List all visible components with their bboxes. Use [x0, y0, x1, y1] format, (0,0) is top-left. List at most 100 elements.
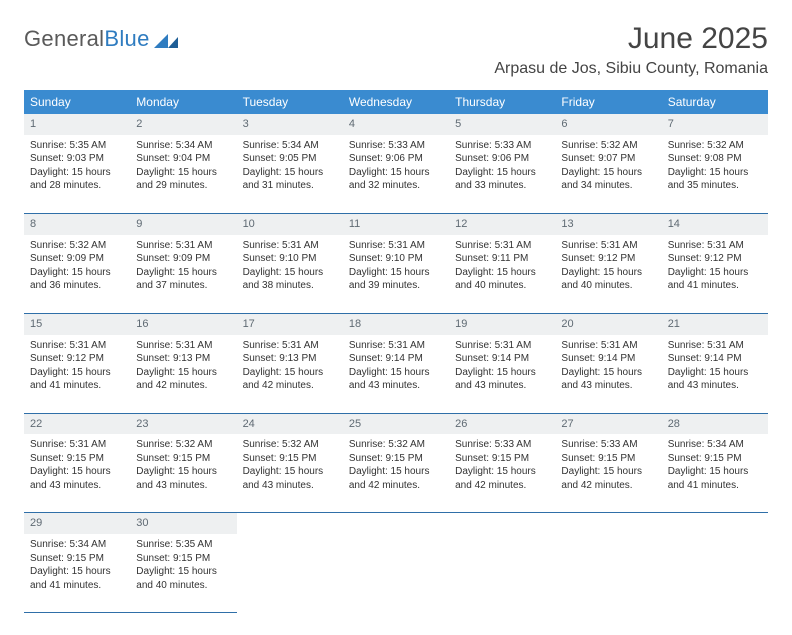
calendar-day-cell: 11Sunrise: 5:31 AMSunset: 9:10 PMDayligh… — [343, 213, 449, 313]
daylight-line: Daylight: 15 hours and 42 minutes. — [349, 465, 443, 492]
sunset-line: Sunset: 9:14 PM — [349, 352, 443, 366]
calendar-day-cell: 21Sunrise: 5:31 AMSunset: 9:14 PMDayligh… — [662, 313, 768, 413]
calendar-day-cell: 12Sunrise: 5:31 AMSunset: 9:11 PMDayligh… — [449, 213, 555, 313]
day-cell-body: Sunrise: 5:35 AMSunset: 9:03 PMDaylight:… — [24, 135, 130, 213]
day-cell-body: Sunrise: 5:31 AMSunset: 9:12 PMDaylight:… — [24, 335, 130, 413]
calendar-week-row: 15Sunrise: 5:31 AMSunset: 9:12 PMDayligh… — [24, 313, 768, 413]
sunset-line: Sunset: 9:12 PM — [30, 352, 124, 366]
day-number: 23 — [130, 414, 236, 435]
sunset-line: Sunset: 9:14 PM — [668, 352, 762, 366]
calendar-day-cell — [555, 513, 661, 613]
day-cell-body: Sunrise: 5:31 AMSunset: 9:15 PMDaylight:… — [24, 434, 130, 512]
day-number: 25 — [343, 414, 449, 435]
day-number: 21 — [662, 314, 768, 335]
calendar-day-cell: 2Sunrise: 5:34 AMSunset: 9:04 PMDaylight… — [130, 114, 236, 213]
calendar-day-cell — [237, 513, 343, 613]
sunset-line: Sunset: 9:15 PM — [668, 452, 762, 466]
weekday-header: Wednesday — [343, 90, 449, 114]
daylight-line: Daylight: 15 hours and 33 minutes. — [455, 166, 549, 193]
day-cell-body: Sunrise: 5:31 AMSunset: 9:10 PMDaylight:… — [343, 235, 449, 313]
sunrise-line: Sunrise: 5:34 AM — [243, 139, 337, 153]
weekday-header: Sunday — [24, 90, 130, 114]
weekday-header: Monday — [130, 90, 236, 114]
sunset-line: Sunset: 9:10 PM — [243, 252, 337, 266]
calendar-day-cell: 18Sunrise: 5:31 AMSunset: 9:14 PMDayligh… — [343, 313, 449, 413]
calendar-table: SundayMondayTuesdayWednesdayThursdayFrid… — [24, 90, 768, 613]
day-number: 8 — [24, 214, 130, 235]
sunrise-line: Sunrise: 5:34 AM — [30, 538, 124, 552]
daylight-line: Daylight: 15 hours and 40 minutes. — [561, 266, 655, 293]
calendar-week-row: 29Sunrise: 5:34 AMSunset: 9:15 PMDayligh… — [24, 513, 768, 613]
calendar-page: GeneralBlue June 2025 Arpasu de Jos, Sib… — [0, 0, 792, 635]
sunset-line: Sunset: 9:15 PM — [136, 552, 230, 566]
daylight-line: Daylight: 15 hours and 41 minutes. — [30, 565, 124, 592]
calendar-day-cell: 20Sunrise: 5:31 AMSunset: 9:14 PMDayligh… — [555, 313, 661, 413]
day-cell-body: Sunrise: 5:31 AMSunset: 9:09 PMDaylight:… — [130, 235, 236, 313]
sunset-line: Sunset: 9:05 PM — [243, 152, 337, 166]
location-line: Arpasu de Jos, Sibiu County, Romania — [494, 60, 768, 78]
day-cell-body: Sunrise: 5:31 AMSunset: 9:11 PMDaylight:… — [449, 235, 555, 313]
daylight-line: Daylight: 15 hours and 31 minutes. — [243, 166, 337, 193]
day-cell-body: Sunrise: 5:33 AMSunset: 9:15 PMDaylight:… — [449, 434, 555, 512]
day-cell-body: Sunrise: 5:31 AMSunset: 9:13 PMDaylight:… — [237, 335, 343, 413]
daylight-line: Daylight: 15 hours and 29 minutes. — [136, 166, 230, 193]
day-number: 3 — [237, 114, 343, 135]
sunset-line: Sunset: 9:15 PM — [561, 452, 655, 466]
day-cell-body: Sunrise: 5:33 AMSunset: 9:06 PMDaylight:… — [343, 135, 449, 213]
daylight-line: Daylight: 15 hours and 32 minutes. — [349, 166, 443, 193]
calendar-body: 1Sunrise: 5:35 AMSunset: 9:03 PMDaylight… — [24, 114, 768, 613]
day-cell-body: Sunrise: 5:34 AMSunset: 9:05 PMDaylight:… — [237, 135, 343, 213]
sunrise-line: Sunrise: 5:31 AM — [136, 239, 230, 253]
day-cell-body: Sunrise: 5:32 AMSunset: 9:15 PMDaylight:… — [130, 434, 236, 512]
sunrise-line: Sunrise: 5:31 AM — [243, 339, 337, 353]
day-number: 13 — [555, 214, 661, 235]
day-cell-body: Sunrise: 5:33 AMSunset: 9:15 PMDaylight:… — [555, 434, 661, 512]
calendar-day-cell: 28Sunrise: 5:34 AMSunset: 9:15 PMDayligh… — [662, 413, 768, 513]
calendar-day-cell — [662, 513, 768, 613]
sunrise-line: Sunrise: 5:31 AM — [668, 339, 762, 353]
day-cell-body: Sunrise: 5:32 AMSunset: 9:09 PMDaylight:… — [24, 235, 130, 313]
calendar-day-cell: 24Sunrise: 5:32 AMSunset: 9:15 PMDayligh… — [237, 413, 343, 513]
day-number: 7 — [662, 114, 768, 135]
day-number: 30 — [130, 513, 236, 534]
day-cell-body: Sunrise: 5:32 AMSunset: 9:15 PMDaylight:… — [237, 434, 343, 512]
day-cell-body: Sunrise: 5:31 AMSunset: 9:14 PMDaylight:… — [555, 335, 661, 413]
day-number: 9 — [130, 214, 236, 235]
sunset-line: Sunset: 9:04 PM — [136, 152, 230, 166]
sunset-line: Sunset: 9:09 PM — [136, 252, 230, 266]
day-cell-body: Sunrise: 5:31 AMSunset: 9:14 PMDaylight:… — [662, 335, 768, 413]
daylight-line: Daylight: 15 hours and 43 minutes. — [243, 465, 337, 492]
calendar-day-cell: 30Sunrise: 5:35 AMSunset: 9:15 PMDayligh… — [130, 513, 236, 613]
sunset-line: Sunset: 9:14 PM — [455, 352, 549, 366]
sunrise-line: Sunrise: 5:34 AM — [668, 438, 762, 452]
calendar-week-row: 1Sunrise: 5:35 AMSunset: 9:03 PMDaylight… — [24, 114, 768, 213]
sunrise-line: Sunrise: 5:31 AM — [349, 239, 443, 253]
sunrise-line: Sunrise: 5:33 AM — [455, 438, 549, 452]
daylight-line: Daylight: 15 hours and 43 minutes. — [136, 465, 230, 492]
day-cell-body: Sunrise: 5:34 AMSunset: 9:04 PMDaylight:… — [130, 135, 236, 213]
sunset-line: Sunset: 9:06 PM — [455, 152, 549, 166]
sunrise-line: Sunrise: 5:31 AM — [561, 239, 655, 253]
day-number: 12 — [449, 214, 555, 235]
calendar-day-cell: 25Sunrise: 5:32 AMSunset: 9:15 PMDayligh… — [343, 413, 449, 513]
calendar-day-cell: 10Sunrise: 5:31 AMSunset: 9:10 PMDayligh… — [237, 213, 343, 313]
brand-text-gray: General — [24, 26, 104, 51]
day-cell-body: Sunrise: 5:34 AMSunset: 9:15 PMDaylight:… — [24, 534, 130, 612]
day-cell-body: Sunrise: 5:31 AMSunset: 9:14 PMDaylight:… — [343, 335, 449, 413]
sunset-line: Sunset: 9:13 PM — [243, 352, 337, 366]
day-number: 29 — [24, 513, 130, 534]
day-cell-body: Sunrise: 5:31 AMSunset: 9:12 PMDaylight:… — [555, 235, 661, 313]
daylight-line: Daylight: 15 hours and 42 minutes. — [561, 465, 655, 492]
day-cell-body: Sunrise: 5:31 AMSunset: 9:12 PMDaylight:… — [662, 235, 768, 313]
sunrise-line: Sunrise: 5:32 AM — [243, 438, 337, 452]
sunrise-line: Sunrise: 5:32 AM — [668, 139, 762, 153]
sunrise-line: Sunrise: 5:32 AM — [136, 438, 230, 452]
daylight-line: Daylight: 15 hours and 40 minutes. — [136, 565, 230, 592]
sunset-line: Sunset: 9:03 PM — [30, 152, 124, 166]
calendar-day-cell: 17Sunrise: 5:31 AMSunset: 9:13 PMDayligh… — [237, 313, 343, 413]
weekday-header: Friday — [555, 90, 661, 114]
sunrise-line: Sunrise: 5:33 AM — [561, 438, 655, 452]
day-cell-body: Sunrise: 5:32 AMSunset: 9:08 PMDaylight:… — [662, 135, 768, 213]
calendar-day-cell: 22Sunrise: 5:31 AMSunset: 9:15 PMDayligh… — [24, 413, 130, 513]
day-number: 15 — [24, 314, 130, 335]
